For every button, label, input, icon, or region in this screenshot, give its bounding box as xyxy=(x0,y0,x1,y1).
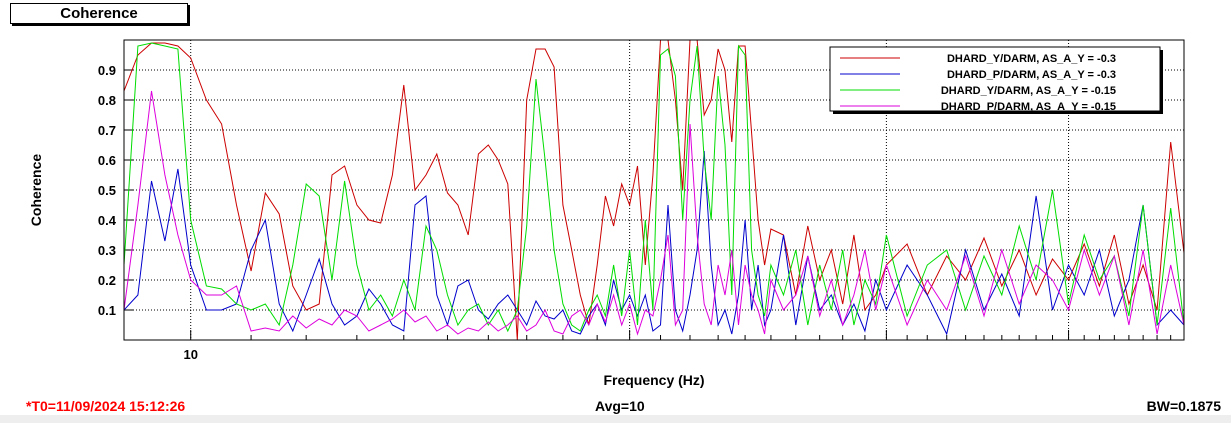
y-tick-label: 0.1 xyxy=(98,303,116,318)
bandwidth-value: BW=0.1875 xyxy=(1146,398,1221,414)
series-line-4 xyxy=(123,90,1185,336)
plot-frame xyxy=(123,39,1185,341)
y-tick-label: 0.5 xyxy=(98,183,116,198)
y-tick-labels: 0.1 0.2 0.3 0.4 0.5 0.6 0.7 0.8 0.9 xyxy=(98,63,117,318)
y-axis-label: Coherence xyxy=(28,154,44,227)
y-tick-label: 0.4 xyxy=(98,213,117,228)
x-tick-label: 10 xyxy=(183,347,197,362)
x-axis-label: Frequency (Hz) xyxy=(603,372,704,388)
legend-label: DHARD_P/DARM, AS_A_Y = -0.15 xyxy=(941,101,1116,113)
y-tick-label: 0.2 xyxy=(98,273,116,288)
y-tick-label: 0.9 xyxy=(98,63,116,78)
status-bar xyxy=(0,415,1231,423)
series-line-2 xyxy=(123,150,1185,336)
legend-label: DHARD_Y/DARM, AS_A_Y = -0.15 xyxy=(941,85,1116,97)
series-line-1 xyxy=(123,39,1185,341)
legend-label: DHARD_P/DARM, AS_A_Y = -0.3 xyxy=(947,69,1116,81)
y-tick-label: 0.7 xyxy=(98,123,116,138)
series-line-3 xyxy=(123,42,1185,333)
averages-count: Avg=10 xyxy=(595,398,645,414)
y-tick-label: 0.6 xyxy=(98,153,116,168)
legend: DHARD_Y/DARM, AS_A_Y = -0.3 DHARD_P/DARM,… xyxy=(829,46,1163,114)
y-tick-label: 0.3 xyxy=(98,243,116,258)
chart-title-tab[interactable]: Coherence xyxy=(10,3,188,24)
y-tick-label: 0.8 xyxy=(98,93,116,108)
t0-timestamp: *T0=11/09/2024 15:12:26 xyxy=(26,398,186,414)
x-tick-labels: 10 xyxy=(183,347,197,362)
grid-layer xyxy=(123,40,1185,340)
legend-label: DHARD_Y/DARM, AS_A_Y = -0.3 xyxy=(947,53,1116,65)
series-layer xyxy=(123,39,1185,341)
